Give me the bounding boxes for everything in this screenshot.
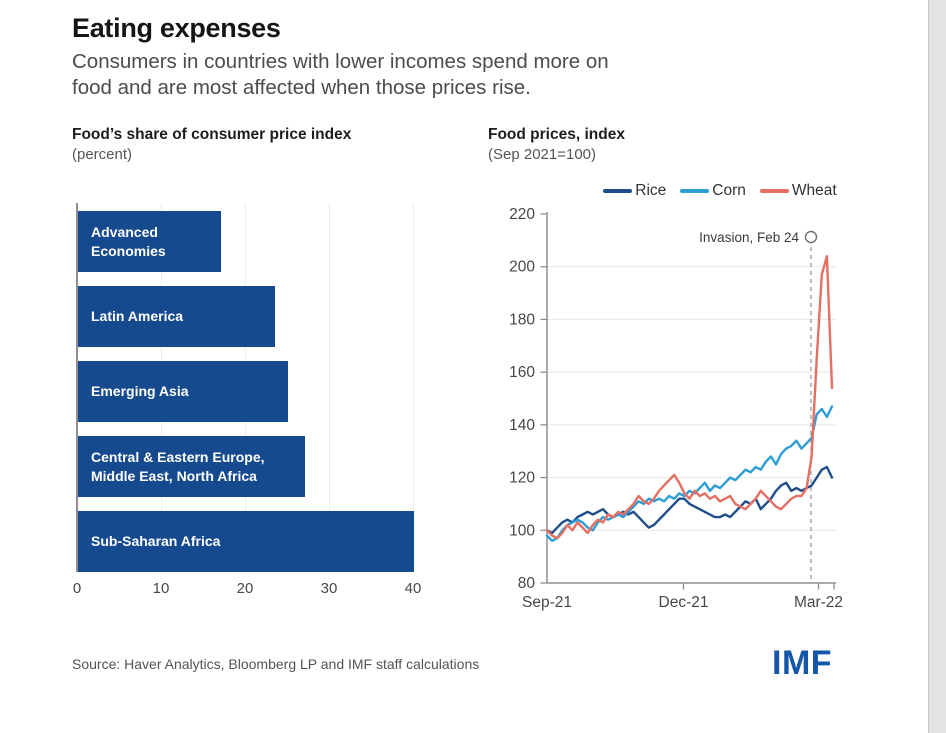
source-note: Source: Haver Analytics, Bloomberg LP an…: [72, 656, 480, 672]
bar-x-tick-label: 0: [72, 580, 82, 597]
bar-x-tick-label: 20: [236, 580, 254, 597]
bar-central-eastern-europe-middle-east-north-africa: Central & Eastern Europe, Middle East, No…: [78, 436, 305, 497]
legend-label-wheat: Wheat: [791, 182, 837, 199]
legend-item-corn: Corn: [680, 182, 746, 200]
wheat-line-swatch: [759, 189, 789, 193]
bar-chart-header: Food’s share of consumer price index (pe…: [72, 125, 472, 165]
invasion-annotation: Invasion, Feb 24: [699, 230, 799, 245]
y-tick-label: 140: [509, 417, 535, 434]
legend-item-wheat: Wheat: [759, 182, 837, 200]
y-tick-label: 120: [509, 470, 535, 487]
series-line-rice: [545, 465, 834, 535]
y-tick-label: 160: [509, 364, 535, 381]
line-chart-title: Food prices, index: [488, 126, 625, 143]
bar-y-axis: [76, 203, 78, 572]
series-line-corn: [545, 405, 834, 542]
bar-latin-america: Latin America: [78, 286, 276, 347]
bar-sub-saharan-africa: Sub-Saharan Africa: [78, 511, 414, 572]
legend-label-corn: Corn: [712, 182, 746, 199]
bar-label: Central & Eastern Europe, Middle East, No…: [91, 448, 265, 484]
x-tick-label: Sep-21: [522, 594, 572, 611]
scrollbar-track[interactable]: [928, 0, 946, 733]
rice-line-swatch: [603, 189, 633, 193]
line-chart-legend: Rice Corn Wheat: [540, 182, 900, 200]
subtitle-line-1: Consumers in countries with lower income…: [72, 50, 609, 73]
y-tick-label: 180: [509, 311, 535, 328]
imf-logo: IMF: [772, 644, 833, 682]
figure-subtitle: Consumers in countries with lower income…: [72, 49, 609, 101]
bar-x-tick-label: 30: [320, 580, 338, 597]
bar-gridline: [413, 203, 414, 572]
legend-item-rice: Rice: [603, 182, 666, 200]
corn-line-swatch: [680, 189, 710, 193]
y-tick-label: 220: [509, 206, 535, 223]
x-tick-label: Dec-21: [659, 594, 709, 611]
x-tick-label: Mar-22: [794, 594, 843, 611]
legend-label-rice: Rice: [635, 182, 667, 199]
bar-label: Latin America: [91, 308, 184, 324]
bar-advanced-economies: Advanced Economies: [78, 211, 221, 272]
y-tick-label: 80: [518, 575, 536, 592]
bar-emerging-asia: Emerging Asia: [78, 361, 288, 422]
line-chart-header: Food prices, index (Sep 2021=100): [488, 125, 888, 165]
bar-chart-unit: (percent): [72, 146, 133, 163]
y-tick-label: 100: [509, 522, 535, 539]
bar-x-tick-label: 10: [152, 580, 170, 597]
bar-chart-title: Food’s share of consumer price index: [72, 126, 352, 143]
subtitle-line-2: food and are most affected when those pr…: [72, 76, 531, 99]
series-line-wheat: [545, 255, 834, 540]
y-tick-label: 200: [509, 259, 535, 276]
bar-label: Emerging Asia: [91, 383, 189, 399]
bar-label: Sub-Saharan Africa: [91, 533, 221, 549]
bar-label: Advanced Economies: [91, 223, 166, 259]
figure-title: Eating expenses: [72, 13, 281, 43]
bar-gridline: [329, 203, 330, 572]
bar-x-tick-label: 40: [404, 580, 422, 597]
line-chart: 220 200 180 160 140 120 100 80 Sep-21 Dec-21 Mar-2…: [509, 206, 843, 611]
line-chart-unit: (Sep 2021=100): [488, 146, 597, 163]
invasion-marker-circle: [804, 230, 818, 244]
